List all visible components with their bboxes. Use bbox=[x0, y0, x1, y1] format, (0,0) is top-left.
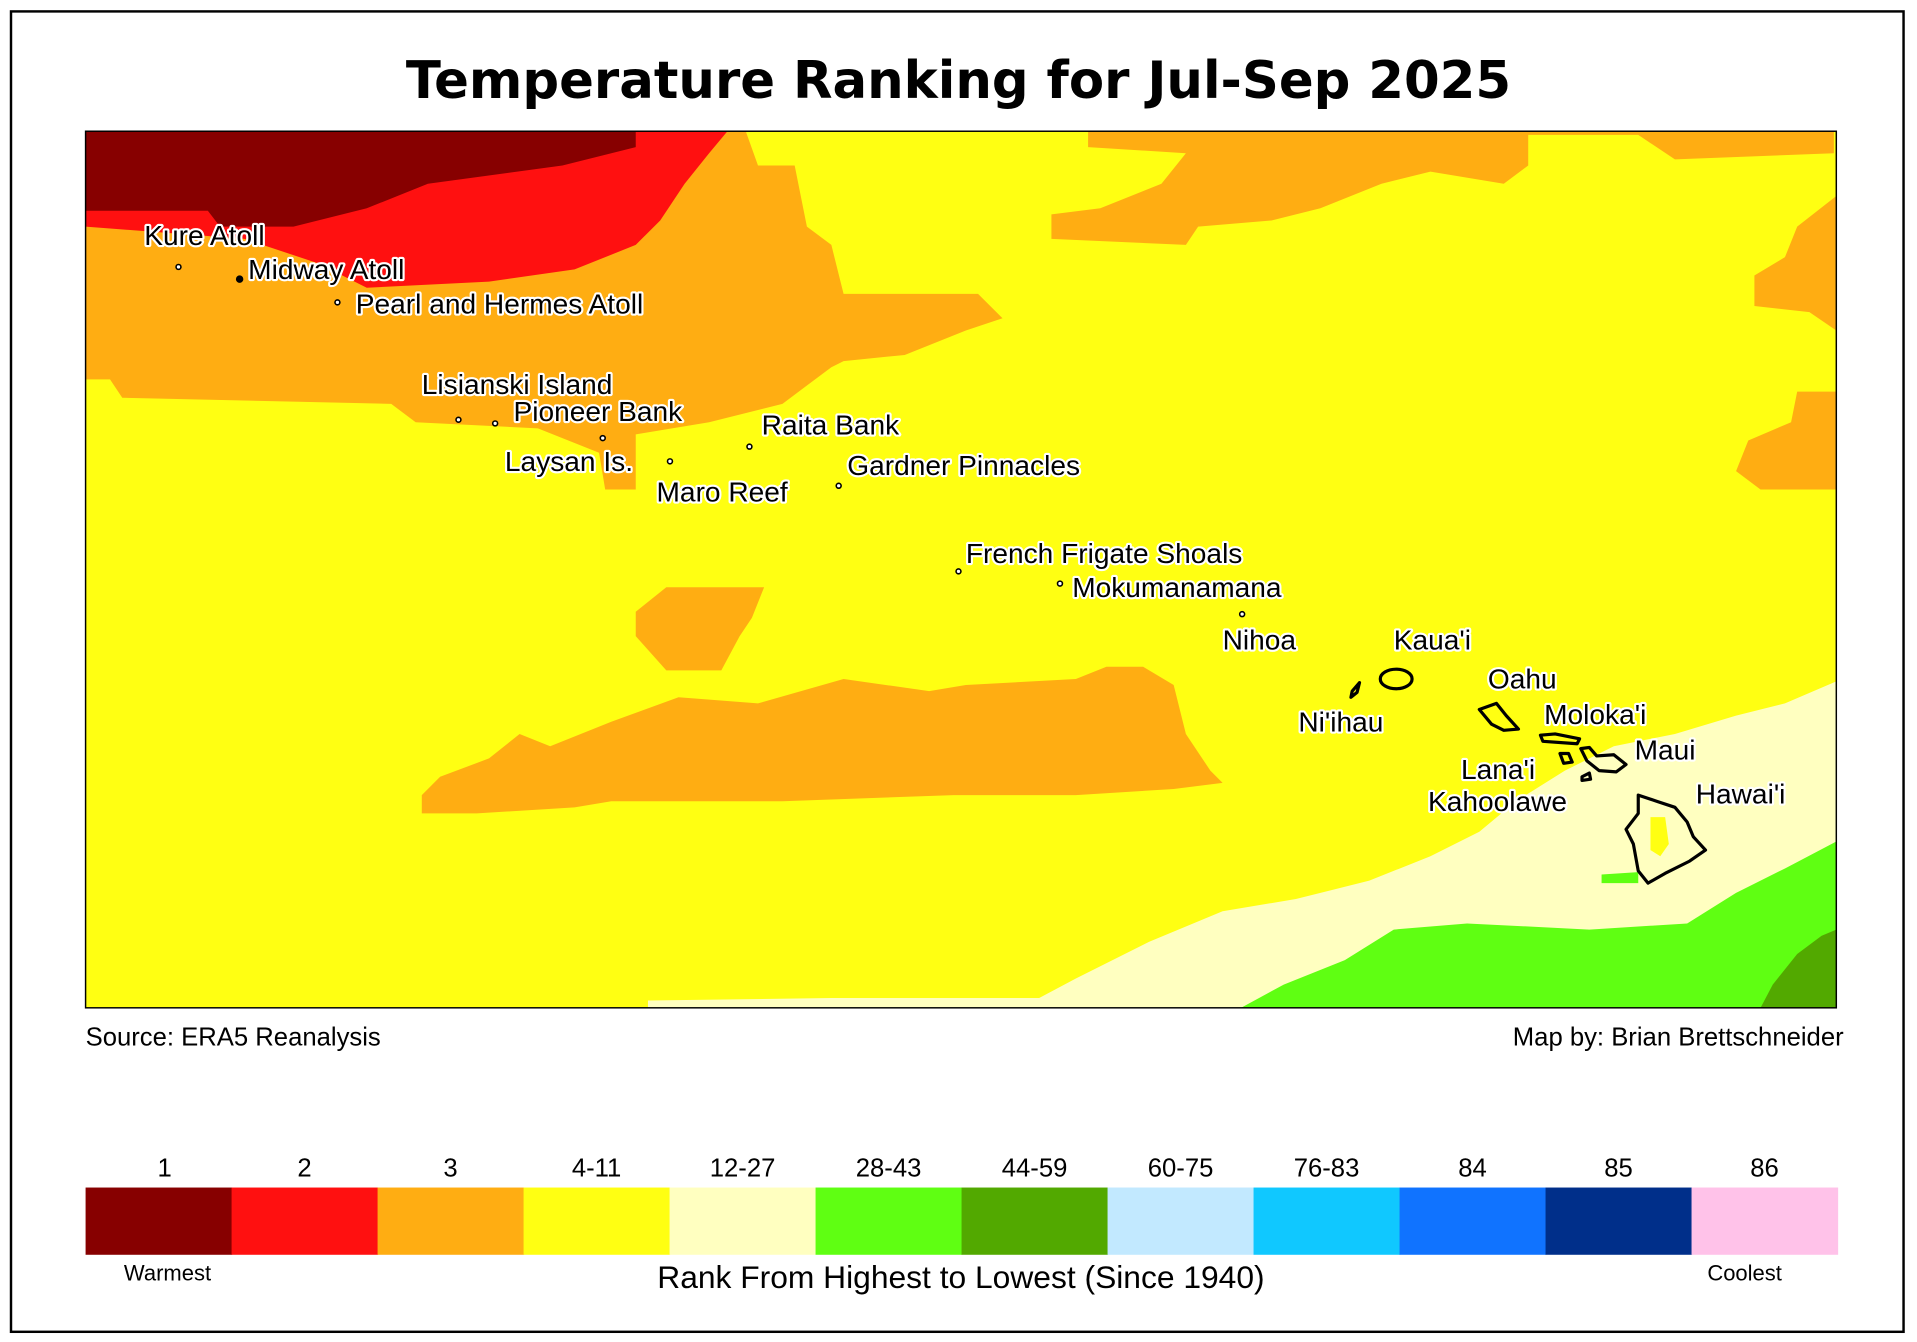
region-rank-28-43 bbox=[1240, 841, 1837, 1008]
region-rank-12-27 bbox=[647, 681, 1837, 1008]
legend-swatch bbox=[1691, 1187, 1839, 1255]
place-label: Midway Atoll bbox=[248, 254, 404, 285]
place-label: French Frigate Shoals bbox=[966, 538, 1243, 569]
place-marker-icon bbox=[746, 443, 753, 450]
legend-warmest-label: Warmest bbox=[124, 1260, 211, 1285]
legend-label: 85 bbox=[1604, 1155, 1633, 1183]
kahoolawe-outline bbox=[1580, 771, 1593, 783]
place-marker-icon bbox=[1238, 610, 1246, 618]
legend-swatch bbox=[1107, 1187, 1255, 1255]
source-note: Source: ERA5 Reanalysis bbox=[86, 1024, 381, 1052]
place-marker-icon bbox=[334, 299, 341, 306]
maui-outline bbox=[1579, 745, 1628, 774]
legend-label: 60-75 bbox=[1148, 1155, 1214, 1183]
place-marker-icon bbox=[1056, 580, 1064, 587]
map-frame bbox=[84, 130, 1838, 1009]
place-label: Ni'ihau bbox=[1298, 707, 1383, 738]
legend-label: 1 bbox=[158, 1155, 172, 1183]
place-label: Pearl and Hermes Atoll bbox=[356, 288, 643, 319]
legend-label: 12-27 bbox=[710, 1155, 776, 1183]
place-marker-icon bbox=[835, 482, 842, 490]
place-label: Gardner Pinnacles bbox=[847, 450, 1080, 481]
legend-swatch bbox=[377, 1187, 525, 1255]
hawaii-outline bbox=[1624, 793, 1708, 885]
place-marker-icon bbox=[955, 568, 962, 575]
legend-label: 28-43 bbox=[856, 1155, 922, 1183]
place-label: Lisianski Island bbox=[422, 369, 613, 400]
place-marker-icon bbox=[235, 275, 244, 283]
lanai-outline bbox=[1558, 751, 1574, 765]
place-label: Kure Atoll bbox=[144, 220, 264, 251]
place-label: Kaua'i bbox=[1394, 625, 1471, 656]
legend-swatch bbox=[1253, 1187, 1401, 1255]
molokai-outline bbox=[1538, 732, 1582, 746]
legend-swatch bbox=[523, 1187, 671, 1255]
oahu-outline bbox=[1477, 701, 1521, 732]
place-label: Lana'i bbox=[1461, 754, 1535, 785]
place-marker-icon bbox=[175, 263, 182, 271]
legend-swatch bbox=[669, 1187, 817, 1255]
legend-label: 86 bbox=[1750, 1155, 1779, 1183]
place-label: Nihoa bbox=[1223, 625, 1297, 656]
place-label: Mokumanamana bbox=[1072, 572, 1282, 603]
place-marker-icon bbox=[491, 420, 499, 427]
place-label: Maro Reef bbox=[657, 477, 788, 508]
map-title: Temperature Ranking for Jul-Sep 2025 bbox=[406, 51, 1511, 111]
legend-label: 76-83 bbox=[1294, 1155, 1360, 1183]
legend-swatch bbox=[961, 1187, 1109, 1255]
legend-label: 2 bbox=[297, 1155, 311, 1183]
legend-label: 3 bbox=[443, 1155, 457, 1183]
region-rank-3-south bbox=[421, 666, 1223, 814]
legend-swatch bbox=[231, 1187, 379, 1255]
island-outlines bbox=[1349, 667, 1708, 885]
region-rank-4-11-hawaii bbox=[1650, 817, 1669, 857]
legend-label: 84 bbox=[1458, 1155, 1487, 1183]
legend-swatch bbox=[1399, 1187, 1547, 1255]
place-label: Moloka'i bbox=[1544, 699, 1646, 730]
legend-swatch bbox=[85, 1187, 233, 1255]
niihau-outline bbox=[1349, 681, 1362, 699]
place-label: Oahu bbox=[1488, 664, 1557, 695]
place-marker-icon bbox=[666, 458, 674, 465]
region-rank-28-43-hawaii bbox=[1601, 872, 1639, 884]
place-marker-icon bbox=[455, 416, 462, 424]
legend: 1 2 3 4-11 12-27 28-43 44-59 60-75 76-83 84 85 86 bbox=[85, 1155, 1839, 1255]
region-rank-3-central bbox=[635, 587, 765, 671]
legend-axis-title: Rank From Highest to Lowest (Since 1940) bbox=[657, 1259, 1264, 1295]
place-label: Hawai'i bbox=[1696, 779, 1786, 810]
legend-swatch bbox=[1545, 1187, 1693, 1255]
place-label: Pioneer Bank bbox=[513, 396, 683, 427]
legend-label: 44-59 bbox=[1002, 1155, 1068, 1183]
region-rank-3-east-2 bbox=[1736, 391, 1837, 490]
place-marker-icon bbox=[599, 434, 606, 442]
region-rank-3-east-1 bbox=[1754, 196, 1837, 331]
kauai-outline bbox=[1378, 667, 1414, 691]
place-label: Raita Bank bbox=[762, 409, 900, 440]
region-rank-3-northeast bbox=[1051, 131, 1834, 245]
place-label: Laysan Is. bbox=[505, 446, 633, 477]
legend-swatch bbox=[815, 1187, 963, 1255]
legend-coolest-label: Coolest bbox=[1707, 1260, 1782, 1285]
region-rank-1 bbox=[85, 131, 636, 227]
region-rank-44-59 bbox=[1760, 929, 1837, 1008]
legend-label: 4-11 bbox=[572, 1155, 621, 1183]
place-label: Maui bbox=[1635, 735, 1696, 766]
credit-note: Map by: Brian Brettschneider bbox=[1513, 1024, 1844, 1052]
place-label: Kahoolawe bbox=[1428, 786, 1567, 817]
